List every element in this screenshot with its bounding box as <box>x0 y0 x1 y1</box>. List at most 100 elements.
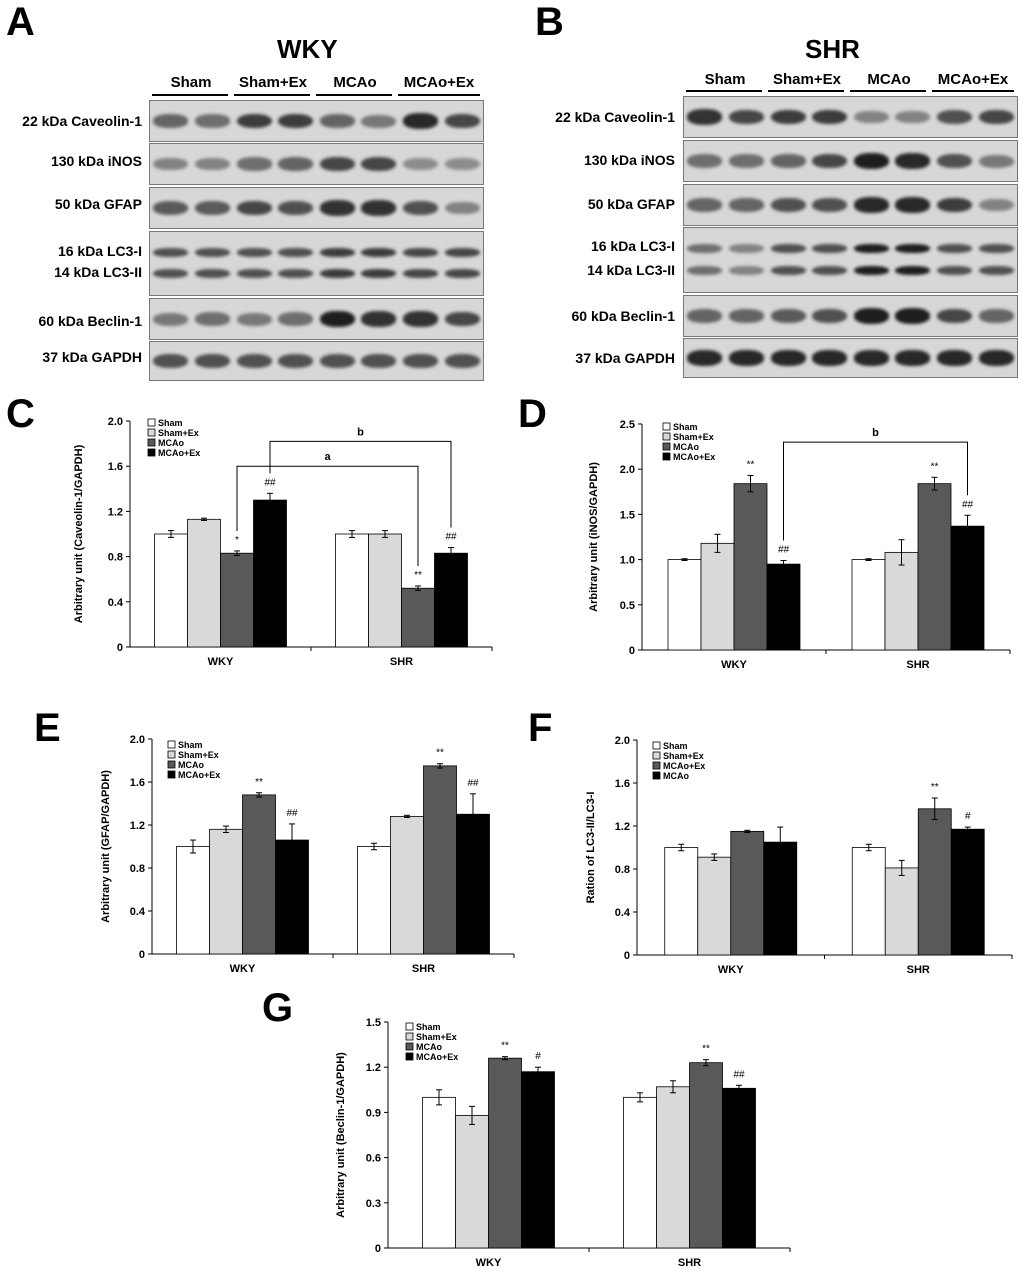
blot-band <box>444 247 480 257</box>
legend-label: Sham <box>178 740 203 750</box>
significance-mark: ** <box>702 1044 710 1055</box>
legend-swatch <box>652 771 661 780</box>
y-tick-label: 0 <box>624 950 630 962</box>
blot-band <box>444 157 480 171</box>
bar-mcao <box>917 483 952 651</box>
significance-mark: # <box>965 811 971 822</box>
significance-mark: ** <box>501 1041 509 1052</box>
blot-band <box>770 197 806 213</box>
blot-band <box>194 247 230 257</box>
legend-label: MCAo+Ex <box>416 1052 458 1062</box>
blot-band <box>687 350 723 366</box>
bar-sham <box>851 847 886 956</box>
shr-group-sham: Sham <box>704 71 746 88</box>
y-tick-label: 2.0 <box>620 464 635 476</box>
wky-group-line <box>316 94 392 96</box>
blot-band <box>444 311 480 327</box>
blot-band <box>403 247 439 257</box>
legend-swatch <box>662 422 671 431</box>
wky-row-label-lc3-ii: 14 kDa LC3-II <box>54 264 142 280</box>
bar-sham-ex <box>368 533 402 648</box>
blot-band <box>687 309 723 323</box>
blot-band <box>937 308 973 324</box>
y-tick-label: 0.4 <box>615 907 631 919</box>
blot-band <box>895 265 931 275</box>
blot-band <box>770 350 806 366</box>
blot-band <box>895 308 931 324</box>
x-category-label: WKY <box>718 964 744 976</box>
blot-band <box>937 243 973 253</box>
blot-band <box>687 265 723 275</box>
legend-label: Sham <box>673 422 698 432</box>
shr-group-line <box>932 90 1014 92</box>
blot-band <box>853 243 889 253</box>
blot-band <box>153 201 189 215</box>
legend-swatch <box>405 1042 414 1051</box>
blot-band <box>978 350 1014 366</box>
significance-mark: ** <box>414 570 422 581</box>
blot-band <box>278 113 314 129</box>
chart-beclin: 0 0.3 0.6 0.9 1.2 1.5 Arbitrary unit (Beclin-1… <box>335 1017 791 1269</box>
wky-group-line <box>152 94 228 96</box>
y-tick-label: 1.6 <box>108 461 123 473</box>
y-tick-label: 0 <box>139 949 145 961</box>
shr-group-mcao-ex: MCAo+Ex <box>937 71 1009 88</box>
blot-band <box>236 312 272 326</box>
bar-mcao <box>733 483 768 651</box>
blot-band <box>403 269 439 279</box>
y-tick-label: 2.5 <box>620 419 635 431</box>
legend-label: Sham+Ex <box>673 432 714 442</box>
bracket-label: b <box>872 427 879 439</box>
y-axis-label: Arbitrary unit (Caveolin-1/GAPDH) <box>73 444 85 623</box>
wky-group-sham-ex: Sham+Ex <box>239 74 307 91</box>
panel-label-a: A <box>6 0 35 44</box>
blot-strip <box>683 227 1018 293</box>
shr-row-label-caveolin: 22 kDa Caveolin-1 <box>555 109 675 125</box>
shr-group-line <box>768 90 844 92</box>
blot-strip <box>149 187 484 229</box>
blot-band <box>278 247 314 257</box>
blot-band <box>236 157 272 171</box>
bar-mcao-ex <box>730 830 765 956</box>
legend-swatch <box>662 442 671 451</box>
x-category-label: SHR <box>412 963 435 975</box>
bar-mcao-ex <box>434 552 468 648</box>
blot-strip <box>149 341 484 381</box>
blot-band <box>361 114 397 128</box>
blot-band <box>770 243 806 253</box>
blot-band <box>770 109 806 125</box>
blot-band <box>194 114 230 128</box>
blot-band <box>278 353 314 369</box>
bar-sham <box>154 533 188 648</box>
panel-label-e: E <box>34 706 61 750</box>
bar-sham-ex <box>455 1115 489 1249</box>
blot-band <box>812 109 848 125</box>
blot-band <box>978 265 1014 275</box>
bracket-label: b <box>357 426 364 438</box>
blot-band <box>812 197 848 213</box>
panel-label-g: G <box>262 986 294 1030</box>
y-axis-label: Arbitrary unit (iNOS/GAPDH) <box>588 462 600 612</box>
bar-mcao <box>401 587 435 648</box>
bar-mcao <box>242 794 276 955</box>
legend-swatch <box>167 760 176 769</box>
y-tick-label: 1.2 <box>366 1062 381 1074</box>
wky-row-label-gfap: 50 kDa GFAP <box>54 196 142 212</box>
blot-strip <box>149 100 484 142</box>
shr-group-mcao: MCAo <box>867 71 911 88</box>
blot-band <box>728 109 764 125</box>
legend-swatch <box>167 750 176 759</box>
blot-band <box>278 312 314 326</box>
blot-band <box>770 154 806 168</box>
wky-row-label-beclin: 60 kDa Beclin-1 <box>38 313 143 329</box>
x-category-label: SHR <box>906 659 929 671</box>
bar-sham-ex <box>884 867 919 956</box>
significance-mark: * <box>235 535 239 546</box>
blot-band <box>194 157 230 171</box>
blot-band <box>687 154 723 168</box>
blot-band <box>153 247 189 257</box>
blot-band <box>687 198 723 212</box>
blot-band <box>728 243 764 253</box>
legend-swatch <box>405 1032 414 1041</box>
blot-strip <box>149 231 484 296</box>
